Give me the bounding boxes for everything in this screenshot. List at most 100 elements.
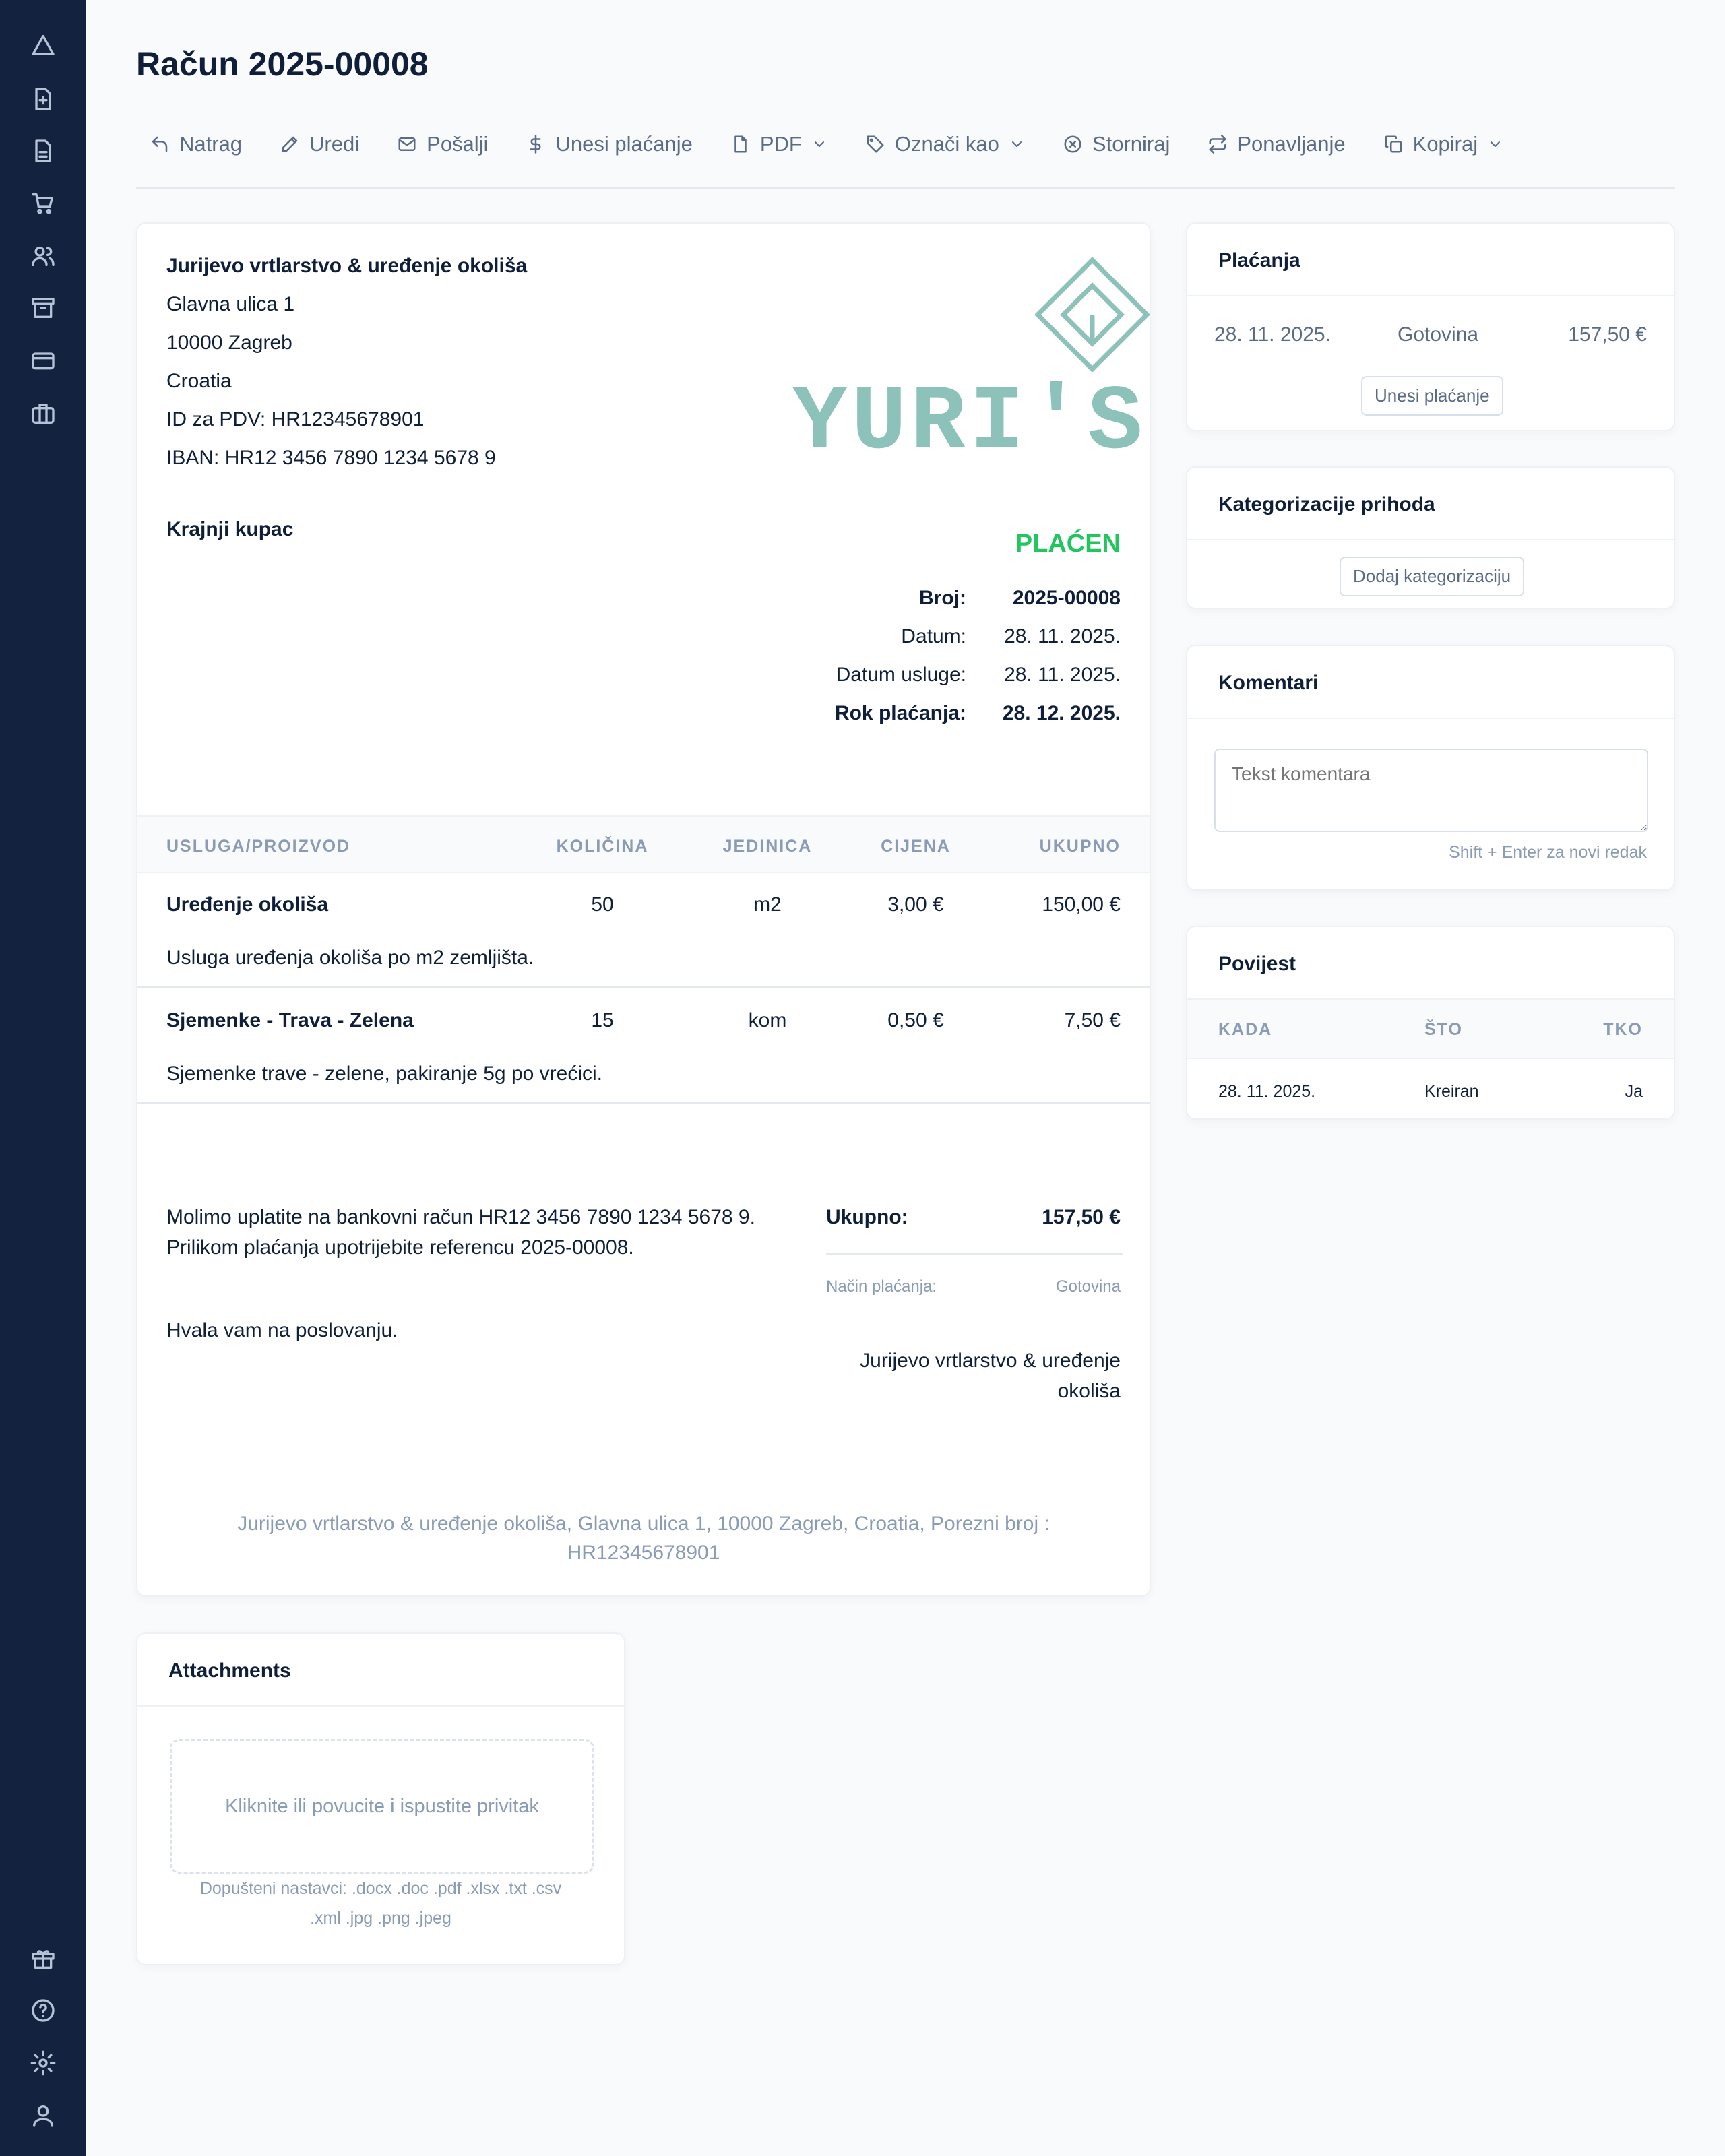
- toolbar-button-kopiraj[interactable]: Kopiraj: [1383, 132, 1504, 156]
- total-label: Ukupno:: [826, 1206, 908, 1228]
- settings-icon[interactable]: [30, 2050, 57, 2076]
- toolbar: Natrag Uredi Pošalji Unesi plaćanje PDF Označ…: [150, 132, 1541, 156]
- item-unit: m2: [753, 893, 782, 916]
- toolbar-button-label: Natrag: [179, 132, 243, 156]
- payment-note-line-1: Molimo uplatite na bankovni račun HR12 3…: [166, 1206, 755, 1228]
- item-qty: 50: [591, 893, 614, 916]
- file-text-icon[interactable]: [30, 137, 57, 164]
- payments-card: Plaćanja 28. 11. 2025. Gotovina 157,50 €…: [1186, 222, 1675, 431]
- history-col-when: KADA: [1218, 1020, 1273, 1039]
- invoice-card: Jurijevo vrtlarstvo & uređenje okoliša Y…: [136, 222, 1151, 1597]
- attachments-title: Attachments: [137, 1634, 624, 1707]
- footer-line-1: Jurijevo vrtlarstvo & uređenje okoliša, …: [237, 1513, 1050, 1535]
- signature-line-1: Jurijevo vrtlarstvo & uređenje: [860, 1350, 1121, 1372]
- company-address-line: Croatia: [166, 370, 232, 392]
- users-icon[interactable]: [30, 243, 57, 270]
- items-col-header: KOLIČINA: [556, 837, 649, 856]
- payment-note-line-2: Prilikom plaćanja upotrijebite referencu…: [166, 1236, 634, 1259]
- payment-date: 28. 11. 2025.: [1214, 323, 1331, 346]
- help-icon[interactable]: [30, 1997, 57, 2024]
- toolbar-button-natrag[interactable]: Natrag: [150, 132, 242, 156]
- payment-method: Gotovina: [1398, 323, 1479, 346]
- toolbar-button-storniraj[interactable]: Storniraj: [1063, 132, 1170, 156]
- item-divider: [137, 986, 1150, 988]
- allowed-extensions-1: Dopušteni nastavci: .docx .doc .pdf .xls…: [199, 1879, 562, 1898]
- attachment-dropzone[interactable]: Kliknite ili povucite i ispustite privit…: [170, 1739, 594, 1874]
- history-title: Povijest: [1187, 927, 1674, 1000]
- copy-icon: [1385, 135, 1402, 153]
- comment-input[interactable]: [1214, 749, 1648, 832]
- signature-line-2: okoliša: [1057, 1380, 1121, 1402]
- item-price: 3,00 €: [887, 893, 944, 916]
- cart-icon[interactable]: [30, 190, 57, 217]
- user-icon[interactable]: [30, 2102, 57, 2129]
- sidebar: [0, 0, 86, 2156]
- item-name: Uređenje okoliša: [166, 893, 329, 916]
- payment-amount: 157,50 €: [1568, 323, 1647, 346]
- chevron-down-icon: [1011, 141, 1022, 147]
- item-description: Usluga uređenja okoliša po m2 zemljišta.: [166, 947, 534, 969]
- toolbar-button-label: Pošalji: [427, 132, 489, 156]
- history-card: Povijest KADA ŠTO TKO 28. 11. 2025. Krei…: [1186, 926, 1675, 1120]
- dropzone-text: Kliknite ili povucite i ispustite privit…: [225, 1795, 539, 1817]
- meta-label: Rok plaćanja:: [834, 702, 966, 724]
- toolbar-button-unesi-plaćanje[interactable]: Unesi plaćanje: [526, 132, 693, 156]
- status-badge: PLAĆEN: [1015, 530, 1121, 558]
- edit-icon: [282, 136, 298, 152]
- toolbar-button-label: Kopiraj: [1412, 132, 1478, 156]
- company-address-line: Glavna ulica 1: [166, 293, 295, 315]
- credit-card-icon[interactable]: [30, 347, 57, 374]
- meta-label: Datum usluge:: [836, 664, 966, 686]
- attachments-card: Attachments Kliknite ili povucite i ispu…: [136, 1632, 625, 1965]
- history-table-header: [1187, 1000, 1674, 1059]
- item-qty: 15: [591, 1009, 614, 1032]
- item-total: 7,50 €: [1064, 1009, 1121, 1032]
- home-triangle-icon[interactable]: [30, 32, 57, 59]
- x-circle-icon: [1064, 135, 1081, 153]
- company-address-line: IBAN: HR12 3456 7890 1234 5678 9: [166, 447, 496, 469]
- items-col-header: CIJENA: [881, 837, 951, 856]
- toolbar-button-label: Unesi plaćanje: [555, 132, 693, 156]
- toolbar-button-pošalji[interactable]: Pošalji: [397, 132, 488, 156]
- company-name: Jurijevo vrtlarstvo & uređenje okoliša: [166, 255, 528, 277]
- chevron-down-icon: [1491, 141, 1501, 147]
- toolbar-button-označi-kao[interactable]: Označi kao: [865, 132, 1025, 156]
- toolbar-button-ponavljanje[interactable]: Ponavljanje: [1208, 132, 1346, 156]
- toolbar-button-uredi[interactable]: Uredi: [280, 132, 359, 156]
- payment-method-value: Gotovina: [1055, 1277, 1121, 1296]
- briefcase-icon[interactable]: [30, 400, 57, 427]
- chevron-down-icon: [814, 141, 824, 147]
- meta-label: Datum:: [901, 625, 966, 647]
- comments-title: Komentari: [1187, 646, 1674, 719]
- item-divider: [137, 1102, 1150, 1104]
- logo-diamond-icon: [1035, 257, 1150, 372]
- item-unit: kom: [748, 1009, 787, 1032]
- items-col-header: USLUGA/PROIZVOD: [166, 837, 351, 856]
- meta-value: 28. 11. 2025.: [1004, 664, 1121, 686]
- toolbar-button-label: Ponavljanje: [1237, 132, 1346, 156]
- payments-title: Plaćanja: [1187, 224, 1674, 296]
- meta-value: 28. 11. 2025.: [1004, 625, 1121, 647]
- toolbar-button-pdf[interactable]: PDF: [730, 132, 827, 156]
- allowed-extensions-2: .xml .jpg .png .jpeg: [310, 1909, 451, 1928]
- customer-label: Krajnji kupac: [166, 518, 294, 540]
- company-address-line: 10000 Zagreb: [166, 331, 292, 354]
- repeat-icon: [1209, 135, 1226, 154]
- thanks-text: Hvala vam na poslovanju.: [166, 1319, 398, 1341]
- company-address-line: ID za PDV: HR12345678901: [166, 408, 425, 431]
- history-when: 28. 11. 2025.: [1218, 1082, 1316, 1101]
- items-table-header: [137, 815, 1150, 873]
- add-payment-button[interactable]: Unesi plaćanje: [1361, 376, 1503, 416]
- history-col-what: ŠTO: [1424, 1020, 1463, 1039]
- item-name: Sjemenke - Trava - Zelena: [166, 1009, 414, 1032]
- add-categorization-button[interactable]: Dodaj kategorizaciju: [1340, 557, 1525, 596]
- mail-icon: [398, 137, 416, 151]
- toolbar-button-label: Storniraj: [1092, 132, 1170, 156]
- archive-icon[interactable]: [30, 294, 57, 321]
- history-col-who: TKO: [1603, 1020, 1643, 1039]
- gift-icon[interactable]: [30, 1945, 57, 1972]
- page-title: Račun 2025-00008: [136, 45, 429, 83]
- file-plus-icon[interactable]: [30, 86, 57, 113]
- logo-text: YURI'S: [792, 371, 1147, 475]
- dollar-icon: [530, 135, 541, 154]
